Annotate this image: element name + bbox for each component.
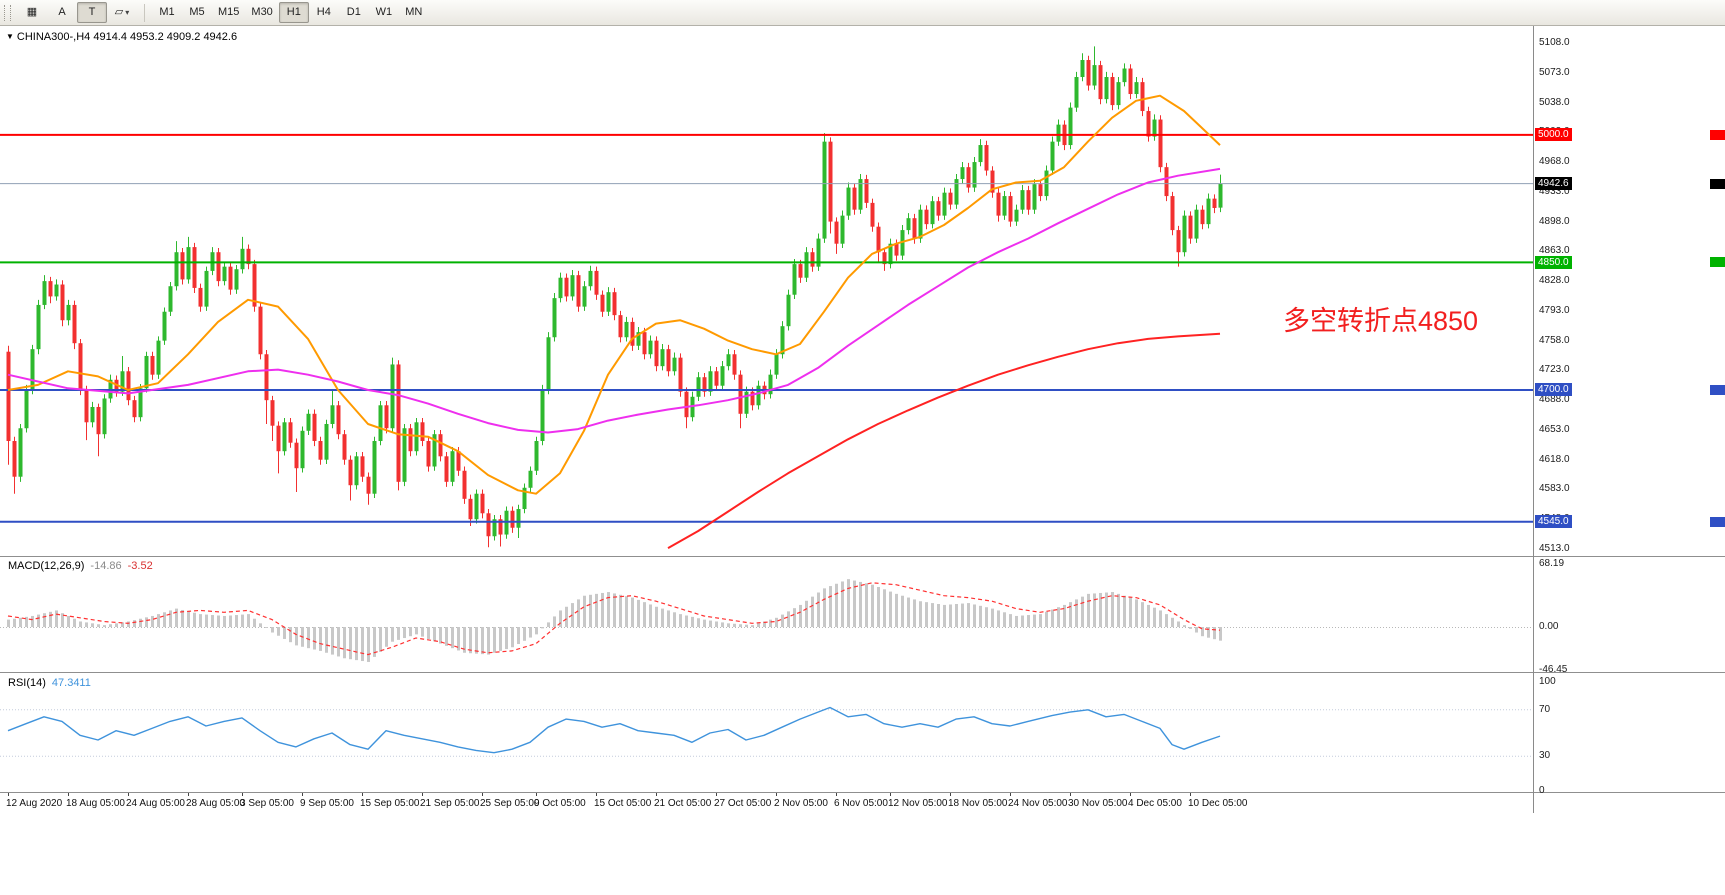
price-axis-label: 4758.0 — [1539, 334, 1570, 346]
price-axis-label: 4688.0 — [1539, 394, 1570, 406]
timeframe-m15-button[interactable]: M15 — [218, 6, 240, 18]
macd-name: MACD(12,26,9) — [8, 560, 85, 572]
hline-edge-marker — [1710, 129, 1725, 140]
time-tick-label: 2 Nov 05:00 — [774, 798, 828, 809]
price-axis-label: 5038.0 — [1539, 96, 1570, 108]
price-axis-label: 4653.0 — [1539, 423, 1570, 435]
toolbar: ▦ A T ▱ ▾ M1 M5 M15 M30 H1 H4 D1 W1 MN — [0, 0, 1725, 26]
price-axis-label: 5108.0 — [1539, 37, 1570, 48]
time-tick-label: 6 Nov 05:00 — [834, 798, 888, 809]
macd-axis-label: 68.19 — [1539, 558, 1565, 570]
time-tick-label: 24 Nov 05:00 — [1008, 798, 1068, 809]
timeframe-m30-button[interactable]: M30 — [251, 6, 273, 18]
price-axis-label: 4618.0 — [1539, 453, 1570, 465]
price-axis-label: 5073.0 — [1539, 66, 1570, 78]
time-tick-label: 18 Aug 05:00 — [66, 798, 125, 809]
timeframe-w1-button[interactable]: W1 — [375, 6, 393, 18]
text-tool-button[interactable]: T — [77, 2, 107, 23]
current-price-edge-marker — [1710, 178, 1725, 189]
chart-canvas[interactable] — [0, 26, 1725, 895]
rsi-axis-label: 70 — [1539, 703, 1551, 715]
price-axis[interactable]: 5108.05073.05038.05003.04968.04933.04898… — [1533, 26, 1725, 813]
rsi-indicator-label: RSI(14) 47.3411 — [8, 677, 91, 689]
hline-price-tag: 4850.0 — [1535, 255, 1572, 269]
time-tick-label: 12 Aug 2020 — [6, 798, 63, 809]
time-tick-label: 15 Oct 05:00 — [594, 798, 652, 809]
timeframe-h4-button[interactable]: H4 — [316, 6, 331, 18]
time-tick-label: 3 Sep 05:00 — [240, 798, 294, 809]
collapse-triangle-icon[interactable]: ▼ — [6, 32, 14, 41]
drawing-tools-group: ▦ A T ▱ ▾ — [17, 2, 137, 23]
chart-symbol-title: ▼ CHINA300-,H4 4914.4 4953.2 4909.2 4942.… — [6, 31, 237, 43]
macd-axis-label: 0.00 — [1539, 621, 1559, 632]
price-axis-label: 4793.0 — [1539, 304, 1570, 316]
timeframe-d1-button[interactable]: D1 — [346, 6, 361, 18]
rsi-axis-label: 0 — [1539, 785, 1545, 796]
macd-axis-label: -46.45 — [1539, 663, 1568, 675]
time-tick-label: 30 Nov 05:00 — [1068, 798, 1128, 809]
time-tick-label: 10 Dec 05:00 — [1188, 798, 1248, 809]
time-tick-label: 27 Oct 05:00 — [714, 798, 772, 809]
price-axis-label: 4723.0 — [1539, 364, 1570, 376]
price-axis-label: 4828.0 — [1539, 275, 1570, 287]
symbol-ohlc-text: CHINA300-,H4 4914.4 4953.2 4909.2 4942.6 — [16, 31, 238, 43]
macd-signal-value: -3.52 — [127, 560, 153, 572]
time-tick-label: 12 Nov 05:00 — [888, 798, 948, 809]
time-tick-label: 24 Aug 05:00 — [126, 798, 185, 809]
timeframe-buttons-group: M1 M5 M15 M30 H1 H4 D1 W1 MN — [152, 2, 429, 23]
time-tick-label: 28 Aug 05:00 — [186, 798, 245, 809]
current-price-tag: 4942.6 — [1535, 177, 1572, 191]
price-axis-label: 4933.0 — [1539, 185, 1570, 197]
hline-price-tag: 4700.0 — [1535, 383, 1572, 397]
timeframe-h1-button[interactable]: H1 — [278, 2, 309, 23]
windows-grid-icon[interactable]: ▦ — [26, 6, 38, 18]
time-tick-label: 9 Oct 05:00 — [534, 798, 586, 809]
time-tick-label: 21 Sep 05:00 — [420, 798, 480, 809]
panel-splitter-macd[interactable] — [0, 556, 1725, 557]
rsi-value: 47.3411 — [51, 677, 91, 689]
time-axis-splitter[interactable] — [0, 792, 1725, 793]
price-axis-label: 4513.0 — [1539, 543, 1570, 554]
timeframe-mn-button[interactable]: MN — [405, 6, 423, 18]
toolbar-grip[interactable] — [4, 4, 11, 21]
time-tick-label: 18 Nov 05:00 — [948, 798, 1008, 809]
time-tick-label: 9 Sep 05:00 — [300, 798, 354, 809]
price-axis-label: 4583.0 — [1539, 483, 1570, 495]
macd-indicator-label: MACD(12,26,9) -14.86 -3.52 — [8, 560, 153, 572]
price-axis-label: 4968.0 — [1539, 156, 1570, 168]
hline-price-tag: 5000.0 — [1535, 128, 1572, 142]
timeframe-m1-button[interactable]: M1 — [159, 6, 175, 18]
timeframe-m5-button[interactable]: M5 — [189, 6, 205, 18]
price-axis-label: 4898.0 — [1539, 215, 1570, 227]
annotation-a-button[interactable]: A — [58, 6, 66, 18]
panel-splitter-rsi[interactable] — [0, 672, 1725, 673]
rsi-axis-label: 100 — [1539, 676, 1556, 687]
annotation-text: 多空转折点4850 — [1283, 306, 1479, 336]
price-axis-label: 4863.0 — [1539, 245, 1570, 257]
toolbar-separator — [144, 3, 145, 22]
hline-edge-marker — [1710, 257, 1725, 268]
time-tick-label: 25 Sep 05:00 — [480, 798, 540, 809]
time-tick-label: 21 Oct 05:00 — [654, 798, 712, 809]
time-axis[interactable]: 12 Aug 2020 18 Aug 05:00 24 Aug 05:00 28 Au… — [0, 792, 1533, 816]
macd-main-value: -14.86 — [90, 560, 122, 572]
hline-price-tag: 4545.0 — [1535, 515, 1572, 529]
time-tick-label: 15 Sep 05:00 — [360, 798, 420, 809]
chevron-down-icon: ▾ — [125, 7, 130, 17]
hline-edge-marker — [1710, 516, 1725, 527]
time-tick-label: 4 Dec 05:00 — [1128, 798, 1182, 809]
shapes-dropdown[interactable]: ▱ ▾ — [114, 6, 130, 18]
rsi-axis-label: 30 — [1539, 750, 1551, 762]
hline-edge-marker — [1710, 384, 1725, 395]
rsi-name: RSI(14) — [8, 677, 46, 689]
